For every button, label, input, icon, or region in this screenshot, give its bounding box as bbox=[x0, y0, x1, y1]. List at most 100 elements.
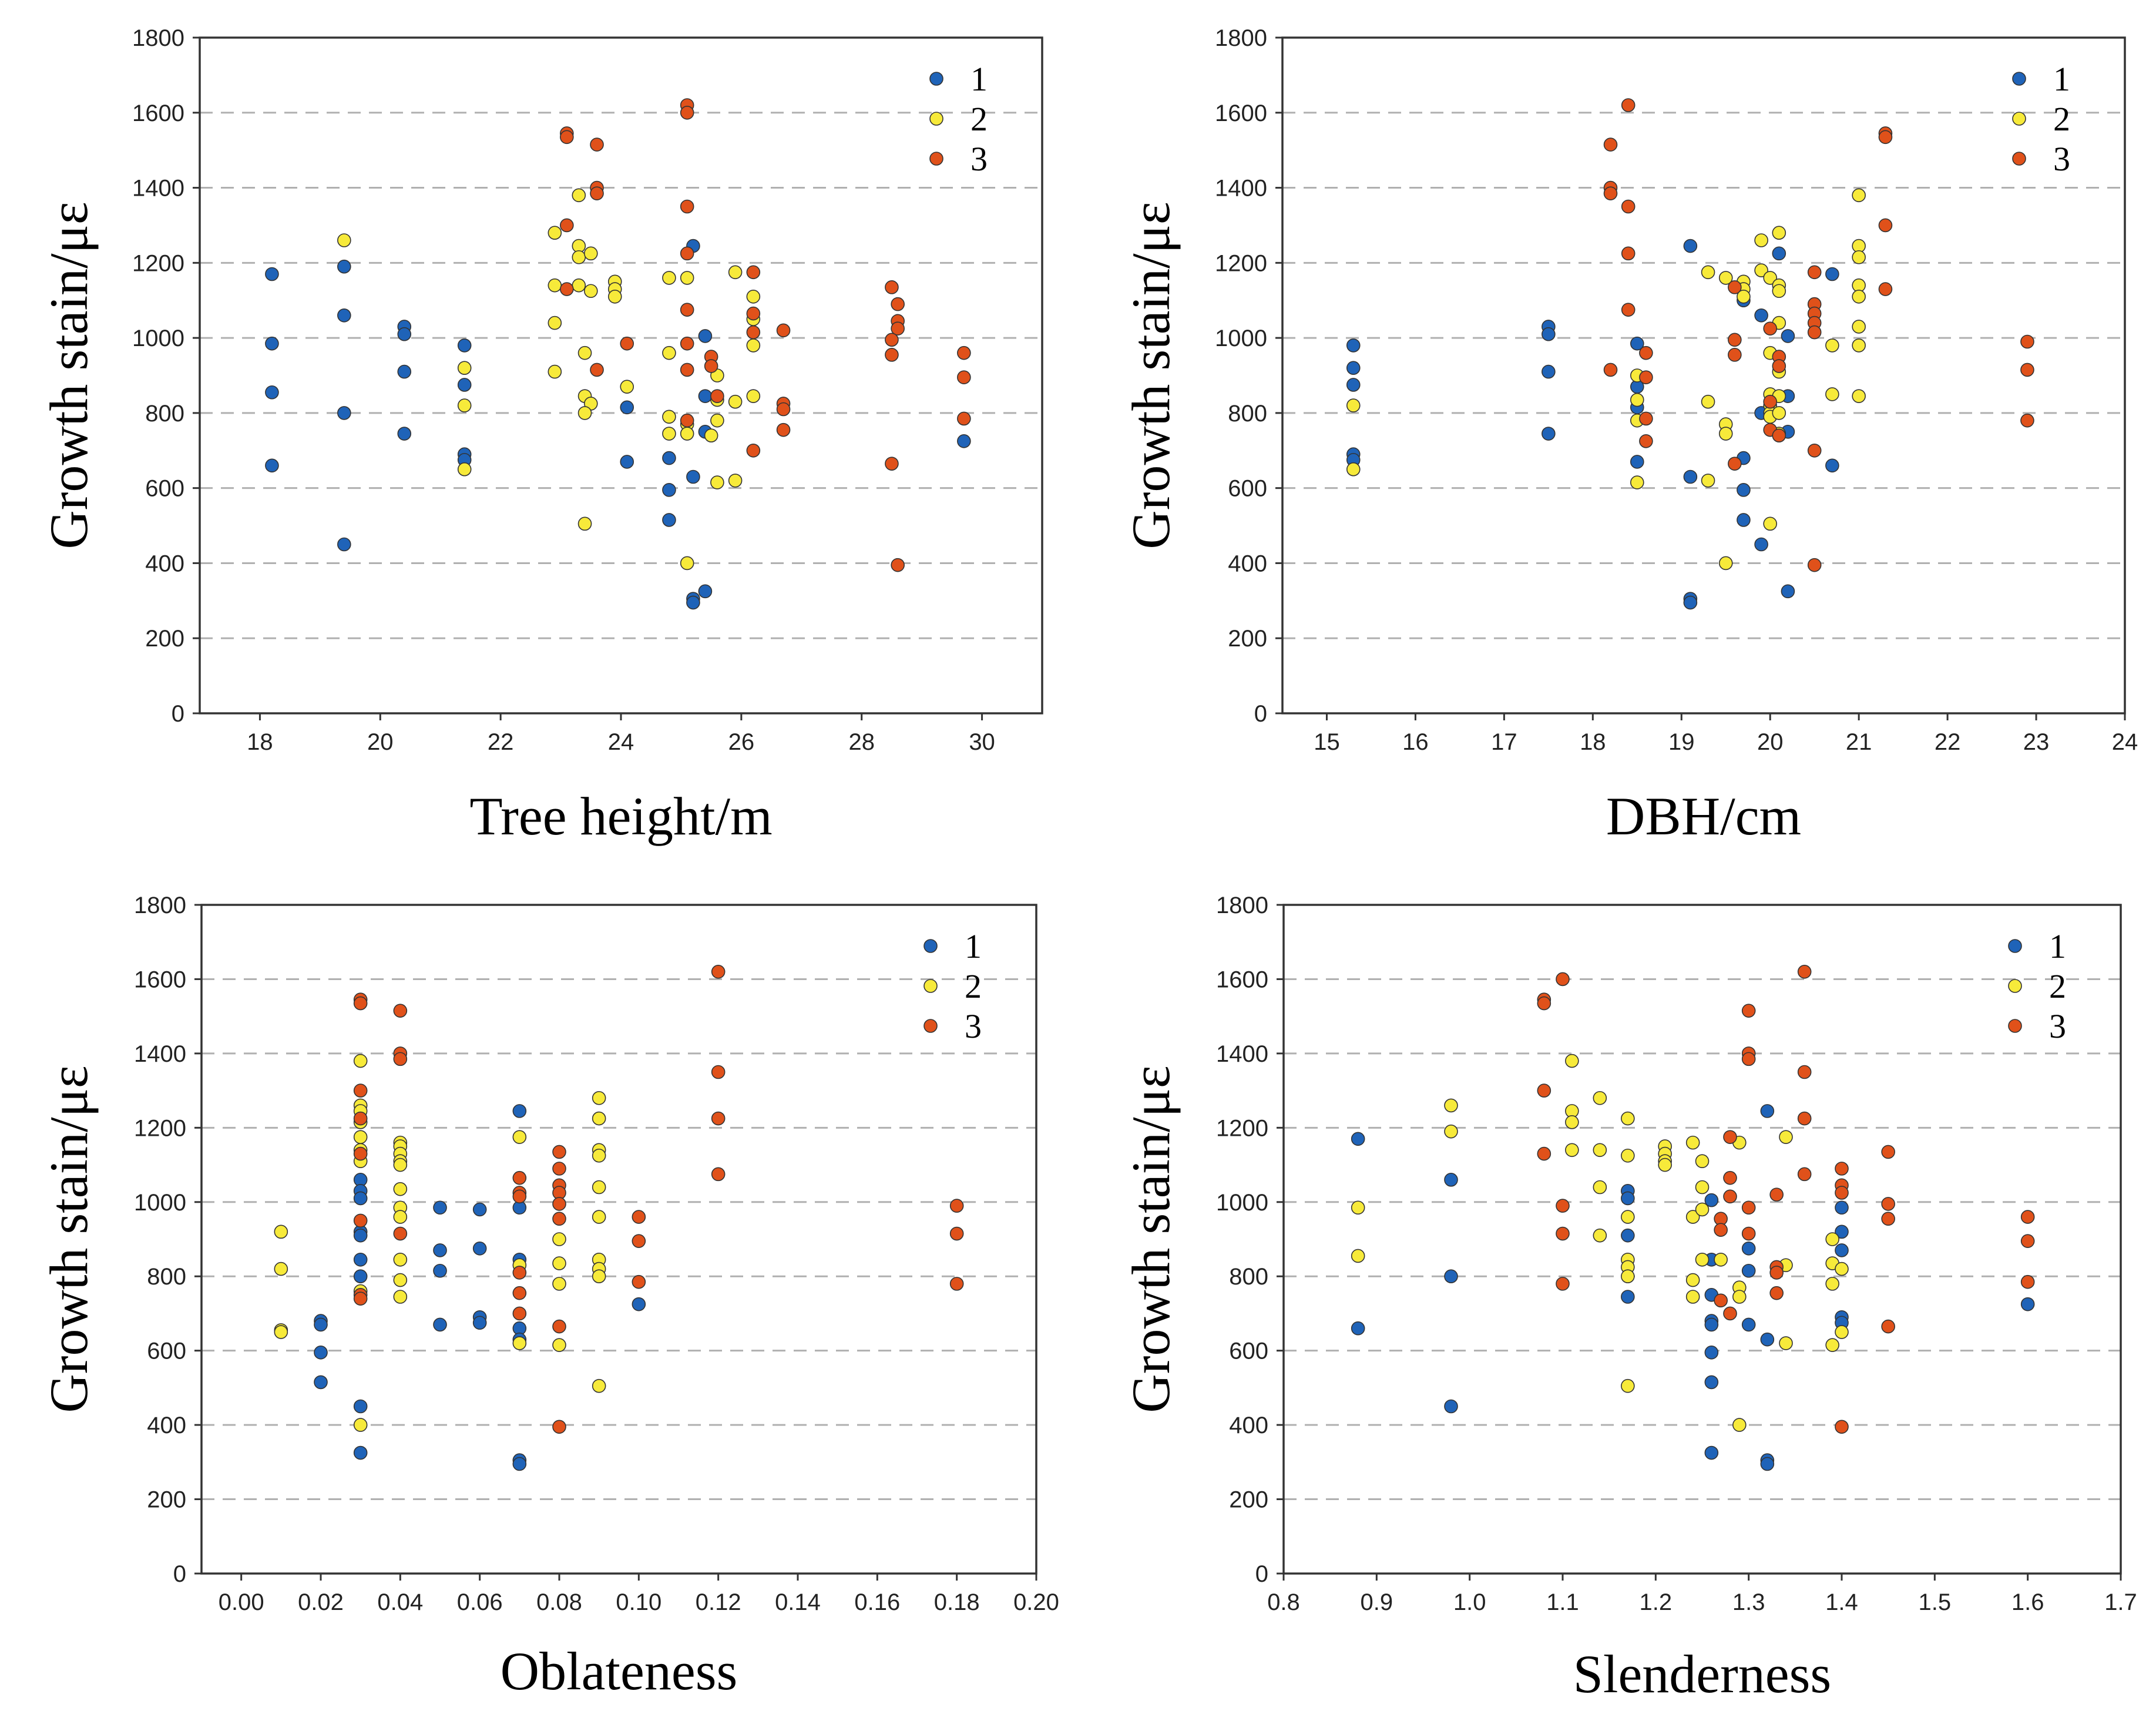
data-point-series-1 bbox=[662, 483, 676, 497]
y-tick-label: 400 bbox=[1229, 1413, 1268, 1438]
data-point-series-2 bbox=[592, 1210, 606, 1224]
data-point-series-3 bbox=[1807, 325, 1822, 340]
x-tick-label: 1.5 bbox=[1919, 1589, 1952, 1615]
y-tick-label: 0 bbox=[172, 701, 184, 727]
data-point-series-3 bbox=[512, 1266, 527, 1280]
data-point-series-3 bbox=[1881, 1319, 1895, 1334]
data-point-series-3 bbox=[1556, 1199, 1570, 1213]
x-tick-label: 23 bbox=[2023, 729, 2050, 755]
y-tick-label: 600 bbox=[1228, 476, 1267, 502]
data-point-series-2 bbox=[552, 1277, 566, 1291]
data-point-series-1 bbox=[1825, 458, 1839, 473]
x-tick-label: 1.2 bbox=[1640, 1589, 1673, 1615]
data-point-series-3 bbox=[1835, 1420, 1849, 1434]
data-point-series-1 bbox=[1835, 1225, 1849, 1239]
data-point-series-2 bbox=[1621, 1210, 1635, 1224]
y-tick-label: 1000 bbox=[1215, 326, 1267, 351]
data-point-series-3 bbox=[590, 363, 604, 377]
y-tick-label: 1400 bbox=[134, 1041, 186, 1067]
data-point-series-3 bbox=[957, 370, 971, 384]
data-point-series-1 bbox=[1683, 469, 1698, 484]
chart-panel-3: 0 200 400 600 800 1000 1200 1400 1600 1800 0.00 0.0… bbox=[39, 893, 1059, 1701]
data-point-series-2 bbox=[1718, 271, 1733, 285]
data-point-series-2 bbox=[548, 278, 562, 293]
data-point-series-3 bbox=[680, 413, 694, 428]
legend-label-series-3: 3 bbox=[2049, 1007, 2066, 1045]
data-point-series-2 bbox=[1825, 1338, 1839, 1352]
y-tick-label: 1400 bbox=[132, 176, 184, 202]
data-point-series-2 bbox=[1718, 427, 1733, 441]
data-point-series-3 bbox=[891, 321, 905, 336]
data-point-series-3 bbox=[680, 336, 694, 351]
data-point-series-1 bbox=[1630, 336, 1644, 351]
x-tick-label: 0.20 bbox=[1013, 1589, 1059, 1615]
data-point-series-2 bbox=[680, 427, 694, 441]
data-point-series-2 bbox=[1732, 1418, 1747, 1432]
data-point-series-3 bbox=[1797, 965, 1812, 979]
legend-marker-series-3 bbox=[2012, 152, 2026, 166]
data-point-series-3 bbox=[680, 105, 694, 120]
x-tick-label: 0.10 bbox=[616, 1589, 661, 1615]
data-point-series-3 bbox=[891, 297, 905, 311]
data-point-series-3 bbox=[1537, 1146, 1551, 1161]
data-point-series-3 bbox=[1769, 1286, 1784, 1300]
data-point-series-1 bbox=[1760, 1332, 1775, 1347]
data-point-series-1 bbox=[265, 385, 279, 400]
data-point-series-3 bbox=[552, 1420, 566, 1434]
x-tick-label: 1.6 bbox=[2011, 1589, 2044, 1615]
data-point-series-3 bbox=[680, 303, 694, 317]
data-point-series-3 bbox=[2020, 1274, 2035, 1289]
data-point-series-2 bbox=[1593, 1143, 1607, 1158]
legend-label-series-3: 3 bbox=[2053, 140, 2070, 178]
data-point-series-2 bbox=[1852, 188, 1866, 203]
data-point-series-2 bbox=[1825, 387, 1839, 401]
y-tick-label: 0 bbox=[173, 1561, 186, 1587]
data-point-series-3 bbox=[1878, 130, 1893, 145]
data-point-series-1 bbox=[397, 364, 412, 379]
legend-label-series-2: 2 bbox=[2049, 967, 2066, 1005]
y-tick-label: 800 bbox=[1229, 1264, 1268, 1290]
data-point-series-3 bbox=[1621, 303, 1636, 317]
data-point-series-3 bbox=[1835, 1162, 1849, 1176]
x-tick-label: 0.04 bbox=[377, 1589, 423, 1615]
legend-label-series-3: 3 bbox=[970, 140, 988, 178]
data-point-series-2 bbox=[1835, 1325, 1849, 1339]
data-point-series-2 bbox=[746, 389, 761, 403]
data-point-series-3 bbox=[353, 1083, 368, 1098]
data-point-series-2 bbox=[1737, 290, 1751, 304]
data-point-series-3 bbox=[1714, 1293, 1728, 1308]
data-point-series-1 bbox=[1351, 1321, 1365, 1336]
data-point-series-2 bbox=[1852, 338, 1866, 353]
plot-frame bbox=[200, 904, 1037, 1575]
legend-marker-series-2 bbox=[929, 112, 943, 126]
legend-marker-series-2 bbox=[2008, 979, 2022, 993]
data-point-series-2 bbox=[274, 1325, 288, 1339]
data-point-series-2 bbox=[592, 1378, 606, 1393]
data-point-series-3 bbox=[1772, 428, 1786, 443]
data-point-series-3 bbox=[1537, 1083, 1551, 1098]
data-point-series-3 bbox=[1603, 186, 1618, 200]
data-point-series-1 bbox=[1444, 1399, 1458, 1414]
data-point-series-2 bbox=[1763, 516, 1778, 531]
data-point-series-2 bbox=[1763, 271, 1778, 285]
data-point-series-2 bbox=[710, 475, 724, 489]
data-point-series-2 bbox=[746, 338, 761, 353]
data-point-series-2 bbox=[1695, 1252, 1710, 1267]
y-tick-label: 1000 bbox=[132, 326, 184, 351]
data-point-series-1 bbox=[457, 378, 472, 392]
data-point-series-1 bbox=[1444, 1269, 1458, 1284]
data-point-series-2 bbox=[572, 250, 586, 264]
y-tick-label: 800 bbox=[1228, 401, 1267, 427]
x-tick-label: 0.02 bbox=[298, 1589, 344, 1615]
data-point-series-3 bbox=[2020, 1234, 2035, 1248]
y-axis-title: Growth stain/με bbox=[39, 1065, 99, 1413]
data-point-series-2 bbox=[1772, 406, 1786, 420]
y-tick-label: 1400 bbox=[1216, 1041, 1268, 1067]
y-tick-label: 0 bbox=[1255, 1561, 1268, 1587]
data-point-series-2 bbox=[1701, 474, 1715, 488]
y-tick-label: 1200 bbox=[1215, 250, 1267, 276]
data-point-series-2 bbox=[393, 1158, 408, 1172]
data-point-series-2 bbox=[393, 1182, 408, 1196]
data-point-series-2 bbox=[662, 271, 676, 285]
data-point-series-1 bbox=[314, 1317, 328, 1332]
